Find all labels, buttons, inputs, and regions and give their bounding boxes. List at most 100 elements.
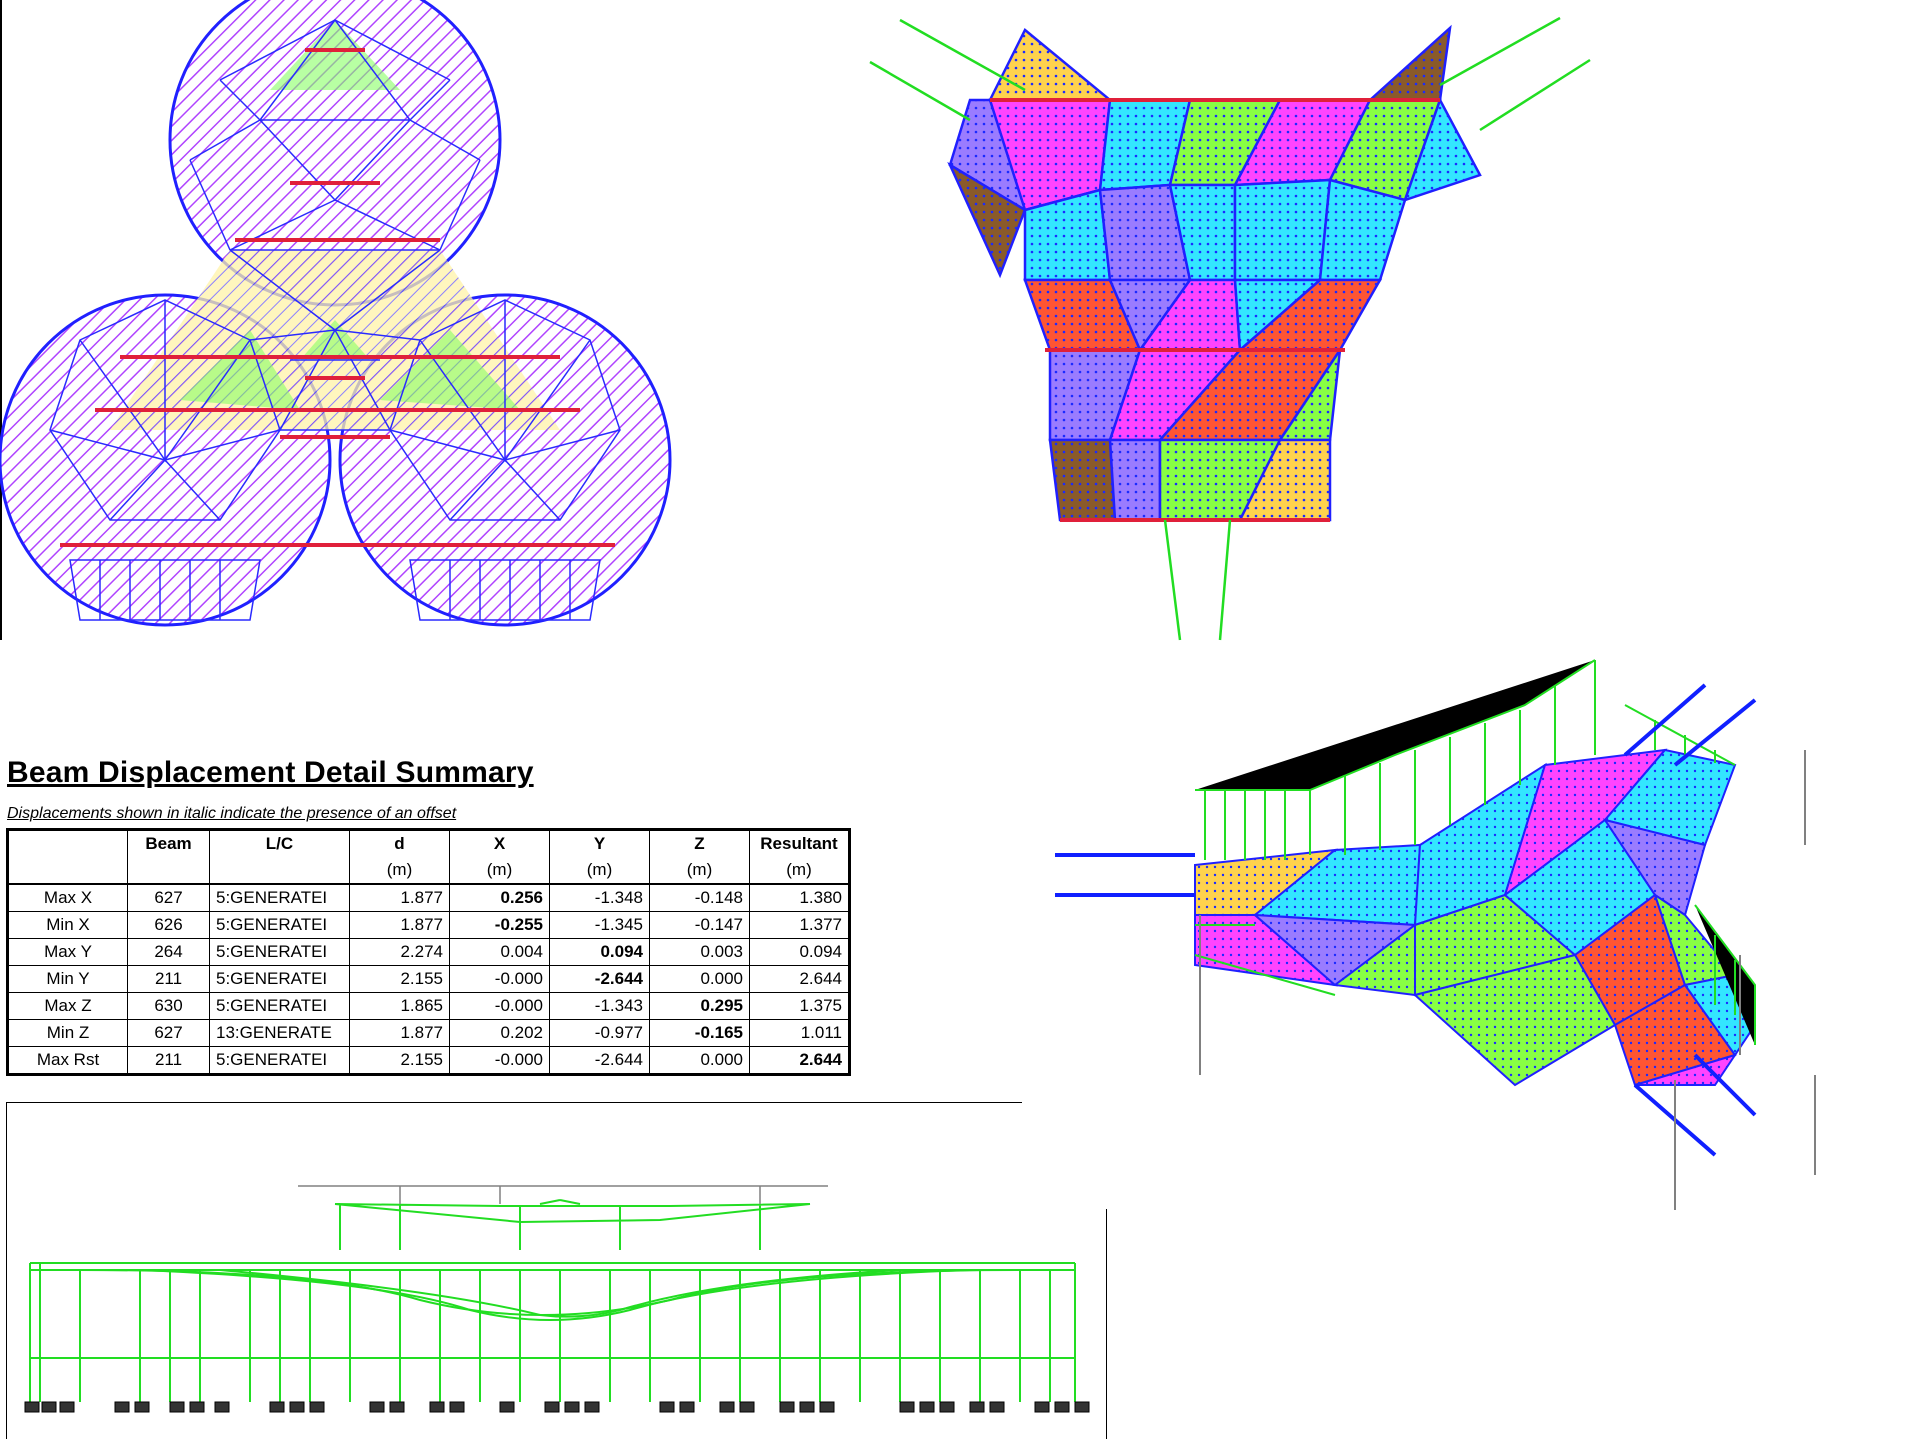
header-cell: Resultant [749, 829, 850, 857]
d-cell: 1.877 [349, 911, 450, 939]
y-cell: -0.977 [549, 1019, 650, 1047]
beam-cell: 626 [127, 911, 210, 939]
x-cell: -0.000 [449, 965, 550, 993]
lc-cell: 5:GENERATEI [209, 911, 350, 939]
frame-border [0, 0, 2, 640]
unit-cell: (m) [749, 857, 850, 885]
row-label: Min X [7, 911, 128, 939]
d-cell: 2.274 [349, 938, 450, 966]
load-view-plates [1194, 748, 1757, 1087]
header-cell: L/C [209, 829, 350, 857]
y-column-red-members [990, 98, 1440, 522]
table-row: Max X 627 5:GENERATEI 1.877 0.256 -1.348… [7, 883, 850, 912]
header-cell: d [349, 829, 450, 857]
lc-cell: 13:GENERATE [209, 1019, 350, 1047]
resultant-cell: 1.377 [749, 911, 850, 939]
table-row: Min Z 627 13:GENERATE 1.877 0.202 -0.977… [7, 1019, 850, 1047]
z-cell: 0.000 [649, 1046, 750, 1075]
lc-cell: 5:GENERATEI [209, 1046, 350, 1075]
x-cell: 0.256 [449, 883, 550, 912]
z-cell: -0.165 [649, 1019, 750, 1047]
x-cell: -0.255 [449, 911, 550, 939]
header-cell: Z [649, 829, 750, 857]
y-cell: -1.343 [549, 992, 650, 1020]
frame-border [1106, 1209, 1107, 1439]
y-cell: -2.644 [549, 1046, 650, 1075]
row-label: Min Y [7, 965, 128, 993]
y-cell: -1.345 [549, 911, 650, 939]
lc-cell: 5:GENERATEI [209, 965, 350, 993]
table-row: Max Y 264 5:GENERATEI 2.274 0.004 0.094 … [7, 938, 850, 966]
y-cell: -2.644 [549, 965, 650, 993]
beam-cell: 630 [127, 992, 210, 1020]
z-cell: -0.147 [649, 911, 750, 939]
y-cell: 0.094 [549, 938, 650, 966]
header-cell: Beam [127, 829, 210, 857]
beam-cell: 627 [127, 883, 210, 912]
resultant-cell: 1.380 [749, 883, 850, 912]
frame-border [6, 1102, 7, 1439]
unit-cell [7, 857, 128, 885]
unit-cell: (m) [349, 857, 450, 885]
x-cell: 0.202 [449, 1019, 550, 1047]
unit-cell: (m) [449, 857, 550, 885]
resultant-cell: 0.094 [749, 938, 850, 966]
row-label: Min Z [7, 1019, 128, 1047]
unit-cell: (m) [649, 857, 750, 885]
z-cell: 0.003 [649, 938, 750, 966]
lc-cell: 5:GENERATEI [209, 883, 350, 912]
unit-cell [209, 857, 350, 885]
lc-cell: 5:GENERATEI [209, 938, 350, 966]
header-cell: Y [549, 829, 650, 857]
resultant-cell: 1.375 [749, 992, 850, 1020]
d-cell: 1.877 [349, 883, 450, 912]
table-row: Max Rst 211 5:GENERATEI 2.155 -0.000 -2.… [7, 1046, 850, 1075]
row-label: Max Z [7, 992, 128, 1020]
resultant-cell: 2.644 [749, 1046, 850, 1075]
trefoil-dome-model-view[interactable] [0, 0, 690, 640]
d-cell: 1.877 [349, 1019, 450, 1047]
table-row: Min X 626 5:GENERATEI 1.877 -0.255 -1.34… [7, 911, 850, 939]
dome-shells [0, 0, 672, 627]
column-load-3d-view[interactable] [1035, 655, 1865, 1210]
section-divider [6, 1102, 1022, 1103]
table-row: Max Z 630 5:GENERATEI 1.865 -0.000 -1.34… [7, 992, 850, 1020]
y-column-plates [947, 24, 1482, 522]
unit-cell: (m) [549, 857, 650, 885]
d-cell: 2.155 [349, 965, 450, 993]
unit-cell [127, 857, 210, 885]
d-cell: 1.865 [349, 992, 450, 1020]
header-cell [7, 829, 128, 857]
x-cell: 0.004 [449, 938, 550, 966]
resultant-cell: 1.011 [749, 1019, 850, 1047]
beam-cell: 211 [127, 965, 210, 993]
load-view-supports [1199, 750, 1816, 1210]
beam-cell: 264 [127, 938, 210, 966]
table-row: Min Y 211 5:GENERATEI 2.155 -0.000 -2.64… [7, 965, 850, 993]
resultant-cell: 2.644 [749, 965, 850, 993]
lc-cell: 5:GENERATEI [209, 992, 350, 1020]
y-cell: -1.348 [549, 883, 650, 912]
z-cell: 0.295 [649, 992, 750, 1020]
d-cell: 2.155 [349, 1046, 450, 1075]
displacement-summary-table: Beam L/C d X Y Z Resultant (m) (m) (m) (… [6, 828, 851, 1076]
row-label: Max Rst [7, 1046, 128, 1075]
elevation-model-view[interactable] [20, 1170, 1110, 1439]
beam-cell: 627 [127, 1019, 210, 1047]
row-label: Max X [7, 883, 128, 912]
y-column-support-lines [869, 16, 1591, 641]
elevation-top-members [298, 1185, 828, 1250]
dome-mesh-lines [49, 18, 621, 621]
dome-ring-beams [60, 48, 615, 547]
row-label: Max Y [7, 938, 128, 966]
y-column-model-view[interactable] [860, 0, 1620, 650]
x-cell: -0.000 [449, 992, 550, 1020]
beam-cell: 211 [127, 1046, 210, 1075]
report-title: Beam Displacement Detail Summary [7, 756, 534, 789]
load-view-blue-loads [1055, 683, 1757, 1157]
elevation-frame [29, 1262, 1076, 1402]
elevation-supports [24, 1401, 1090, 1413]
header-cell: X [449, 829, 550, 857]
z-cell: 0.000 [649, 965, 750, 993]
z-cell: -0.148 [649, 883, 750, 912]
